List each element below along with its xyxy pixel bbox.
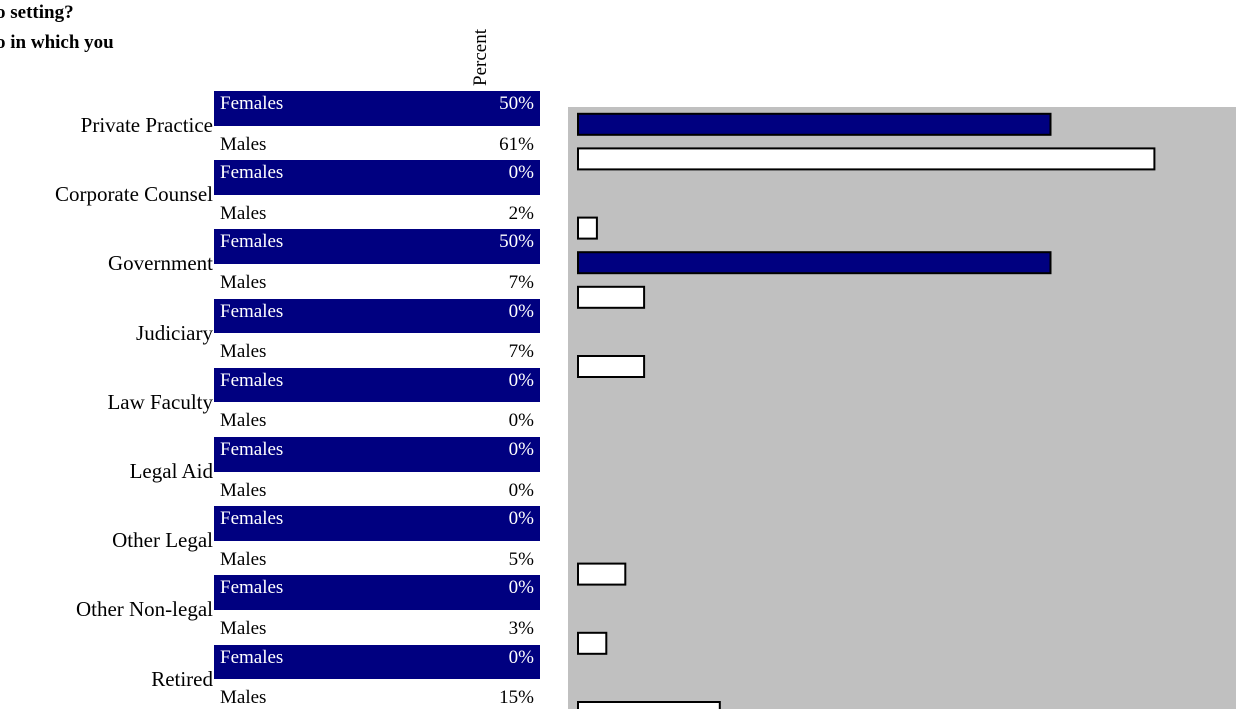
series-label: Females [220,369,284,391]
category-label-judiciary: Judiciary [136,320,213,345]
data-label: 0% [508,162,534,184]
series-label: Males [220,548,267,570]
series-label: Males [220,479,267,501]
series-label: Females [220,439,284,460]
bar-females-government [577,251,1052,275]
bar-plot [577,112,1156,709]
data-label: 50% [499,93,534,114]
bar-males-other-non-legal [577,631,608,655]
data-label: 7% [508,341,534,363]
table-row: Females 50% [214,91,540,126]
data-label: 0% [508,300,534,322]
category-label-government: Government [108,251,213,276]
table-row: Males 7% [214,264,540,299]
series-label: Males [220,272,267,293]
table-row: Females 0% [214,160,540,196]
table-row: Males 15% [214,679,540,714]
table-row: Males 5% [214,540,540,576]
bar-males-corporate-counsel [577,216,598,240]
bar-males-other-legal [577,562,627,586]
series-label: Males [220,618,267,639]
data-label: 0% [508,479,534,501]
data-label: 61% [499,133,534,155]
data-label: 0% [508,577,534,599]
bar-males-judiciary [577,355,646,378]
series-label: Females [220,162,284,184]
series-label: Females [220,231,284,253]
table-row: Females 0% [214,644,540,680]
category-label-corporate-counsel: Corporate Counsel [54,182,213,207]
chart-title-line-2: o in which you [0,32,114,53]
data-label: 3% [508,618,534,639]
data-label: 0% [508,439,534,460]
percent-column-header: Percent [470,29,491,86]
category-label-other-legal: Other Legal [112,528,213,553]
plot-area [568,107,1236,709]
bar-females-private-practice [577,112,1052,136]
bar-males-government [577,285,646,309]
data-label: 15% [499,687,534,709]
chart-title-line-1: o setting? [0,2,74,23]
series-label: Males [220,133,267,155]
data-label: 50% [499,231,534,253]
data-label: 0% [508,369,534,391]
series-label: Females [220,577,284,599]
table-row: Females 0% [214,367,540,403]
series-label: Males [220,202,267,224]
table-row: Males 0% [214,402,540,438]
table-row: Females 0% [214,575,540,611]
category-label-retired: Retired [151,666,213,691]
table-row: Males 3% [214,610,540,645]
category-label-private-practice: Private Practice [80,113,213,137]
series-label: Females [220,300,284,322]
table-row: Males 0% [214,471,540,507]
data-label: 0% [508,646,534,668]
series-label: Males [220,410,267,432]
table-row: Females 0% [214,298,540,334]
data-label: 2% [508,202,534,224]
series-label: Males [220,687,267,709]
category-label-other-non-legal: Other Non-legal [75,597,213,622]
data-label: 0% [508,508,534,530]
bar-males-retired [577,701,721,709]
series-label: Females [220,508,284,530]
category-label-legal-aid: Legal Aid [129,459,213,483]
table-row: Females 0% [214,437,540,472]
data-label: 7% [508,272,534,293]
table-row: Females 50% [214,229,540,265]
series-label: Females [220,646,284,668]
series-label: Females [220,93,284,114]
table-row: Males 61% [214,125,540,161]
table-row: Females 0% [214,506,540,542]
category-label-law-faculty: Law Faculty [107,389,213,414]
data-label: 0% [508,410,534,432]
bar-males-private-practice [577,147,1156,171]
series-label: Males [220,341,267,363]
table-row: Males 2% [214,194,540,230]
data-label: 5% [508,548,534,570]
table-row: Males 7% [214,333,540,369]
